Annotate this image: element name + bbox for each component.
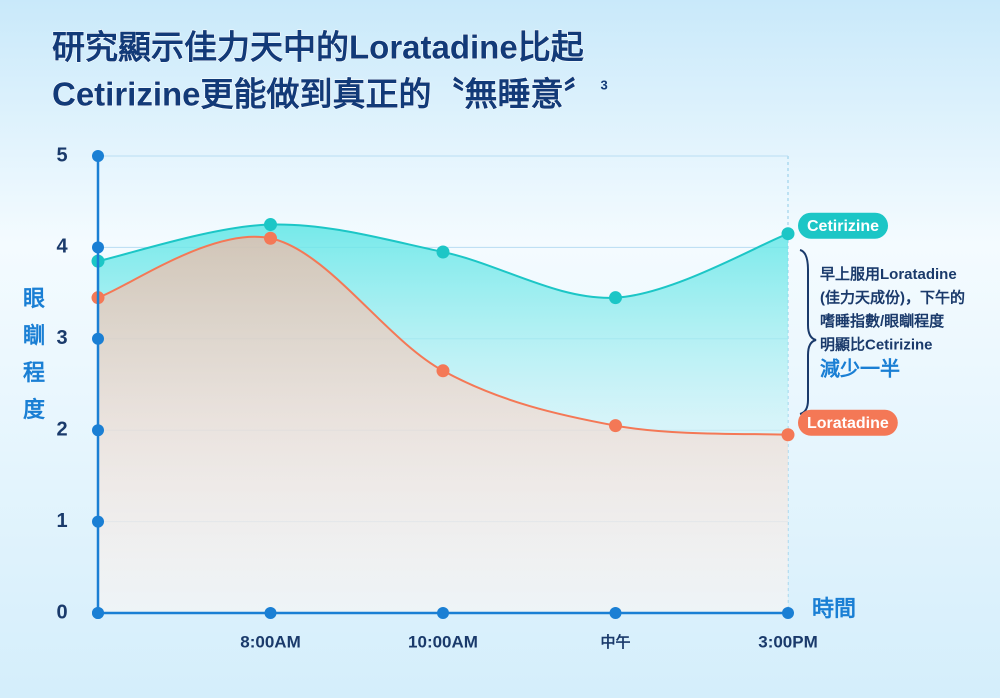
chart-title: 研究顯示佳力天中的Loratadine比起 <box>52 29 585 66</box>
y-tick-label: 1 <box>56 510 67 532</box>
y-tick-label: 3 <box>56 327 67 349</box>
x-tick-dot <box>437 607 449 619</box>
annotation-emphasis: 減少一半 <box>820 356 900 380</box>
y-tick-dot <box>92 332 104 345</box>
title-superscript: 3 <box>601 77 608 92</box>
y-tick-label: 2 <box>56 418 67 440</box>
area <box>98 236 788 613</box>
y-tick-label: 4 <box>56 236 68 258</box>
chart-title: Cetirizine更能做到真正的〝無睡意〞 <box>52 76 597 113</box>
point <box>609 291 622 305</box>
x-axis-label: 時間 <box>812 596 856 621</box>
y-tick-label: 0 <box>56 601 67 623</box>
x-tick-label: 8:00AM <box>240 632 300 651</box>
point <box>264 231 277 245</box>
annotation-line: (佳力天成份)，下午的 <box>820 288 965 306</box>
legend-pill <box>798 409 898 436</box>
point <box>436 245 450 259</box>
annotation-line: 早上服用Loratadine <box>820 266 957 283</box>
y-tick-dot <box>92 241 104 254</box>
point <box>609 419 622 433</box>
y-axis-label: 眼瞓程度 <box>23 286 46 422</box>
y-tick-label: 5 <box>56 144 67 166</box>
point <box>781 227 795 241</box>
legend-item: Cetirizine <box>798 212 889 239</box>
y-tick-dot <box>92 150 104 162</box>
legend-label: Cetirizine <box>807 218 879 235</box>
x-tick-dot <box>782 607 794 619</box>
x-tick-dot <box>609 607 622 619</box>
x-tick-label: 中午 <box>600 633 630 651</box>
x-tick-label: 10:00AM <box>408 632 478 651</box>
brace <box>799 249 817 415</box>
x-tick-dot <box>92 607 104 619</box>
legend-pill <box>798 212 889 239</box>
annotation-line: 明顯比Cetirizine <box>820 335 933 353</box>
point <box>436 364 450 378</box>
legend-item: Loratadine <box>798 409 898 436</box>
legend-label: Loratadine <box>807 415 889 432</box>
y-tick-dot <box>92 515 104 528</box>
point <box>781 428 795 442</box>
y-tick-dot <box>92 424 104 437</box>
x-tick-dot <box>264 607 277 619</box>
x-tick-label: 3:00PM <box>758 632 818 651</box>
point <box>264 218 277 232</box>
annotation-line: 嗜睡指數/眼瞓程度 <box>820 312 945 330</box>
